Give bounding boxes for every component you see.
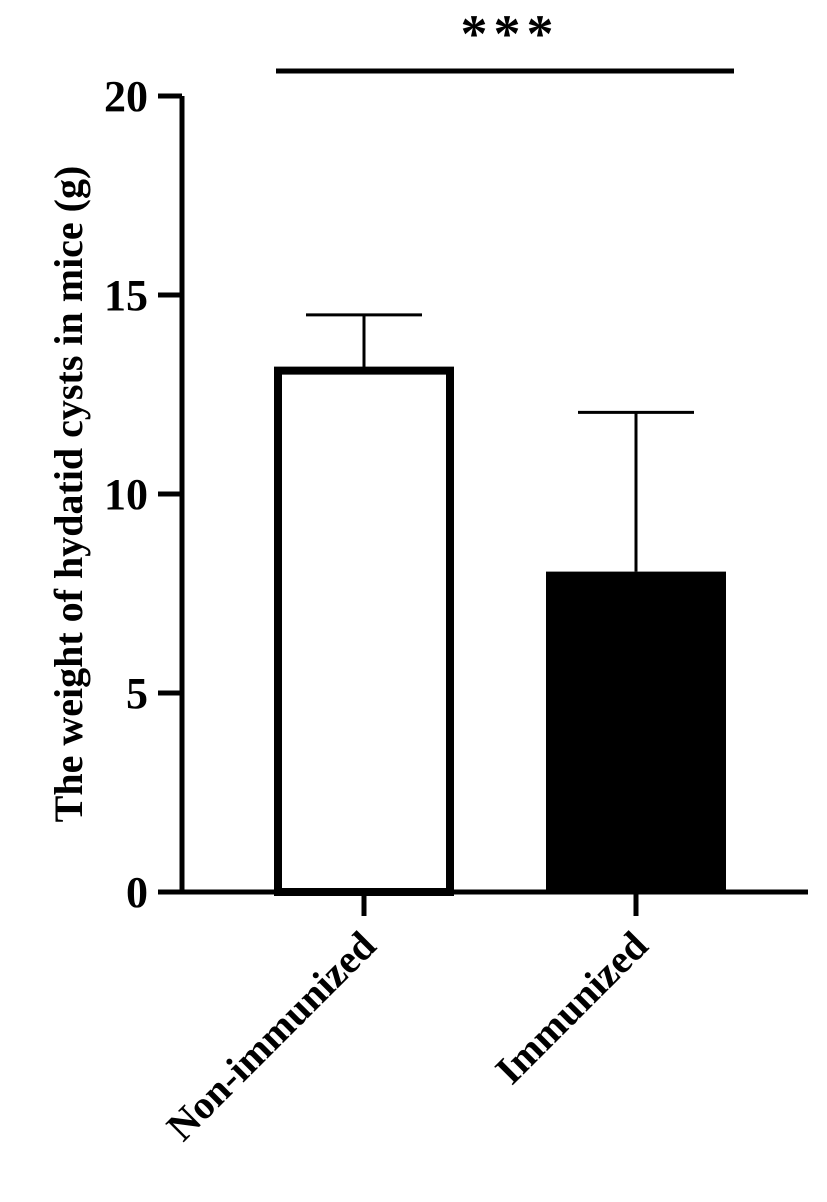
y-tick-label-10: 10 (104, 470, 148, 519)
bar-non-immunized (274, 366, 454, 896)
chart-marks (274, 313, 726, 896)
y-tick-label-20: 20 (104, 72, 148, 121)
x-tick-label-non-immunized: Non-immunized (158, 923, 385, 1150)
y-tick-label-15: 15 (104, 271, 148, 320)
bar-immunized (546, 571, 726, 892)
y-axis-ticks: 0 5 10 15 20 (104, 72, 182, 917)
significance-label: *** (461, 4, 560, 64)
y-axis-label: The weight of hydatid cysts in mice (g) (46, 166, 91, 823)
x-tick-label-immunized: Immunized (486, 923, 656, 1093)
y-tick-label-0: 0 (126, 868, 148, 917)
x-axis-ticks: Non-immunized Immunized (158, 892, 656, 1150)
y-tick-label-5: 5 (126, 669, 148, 718)
